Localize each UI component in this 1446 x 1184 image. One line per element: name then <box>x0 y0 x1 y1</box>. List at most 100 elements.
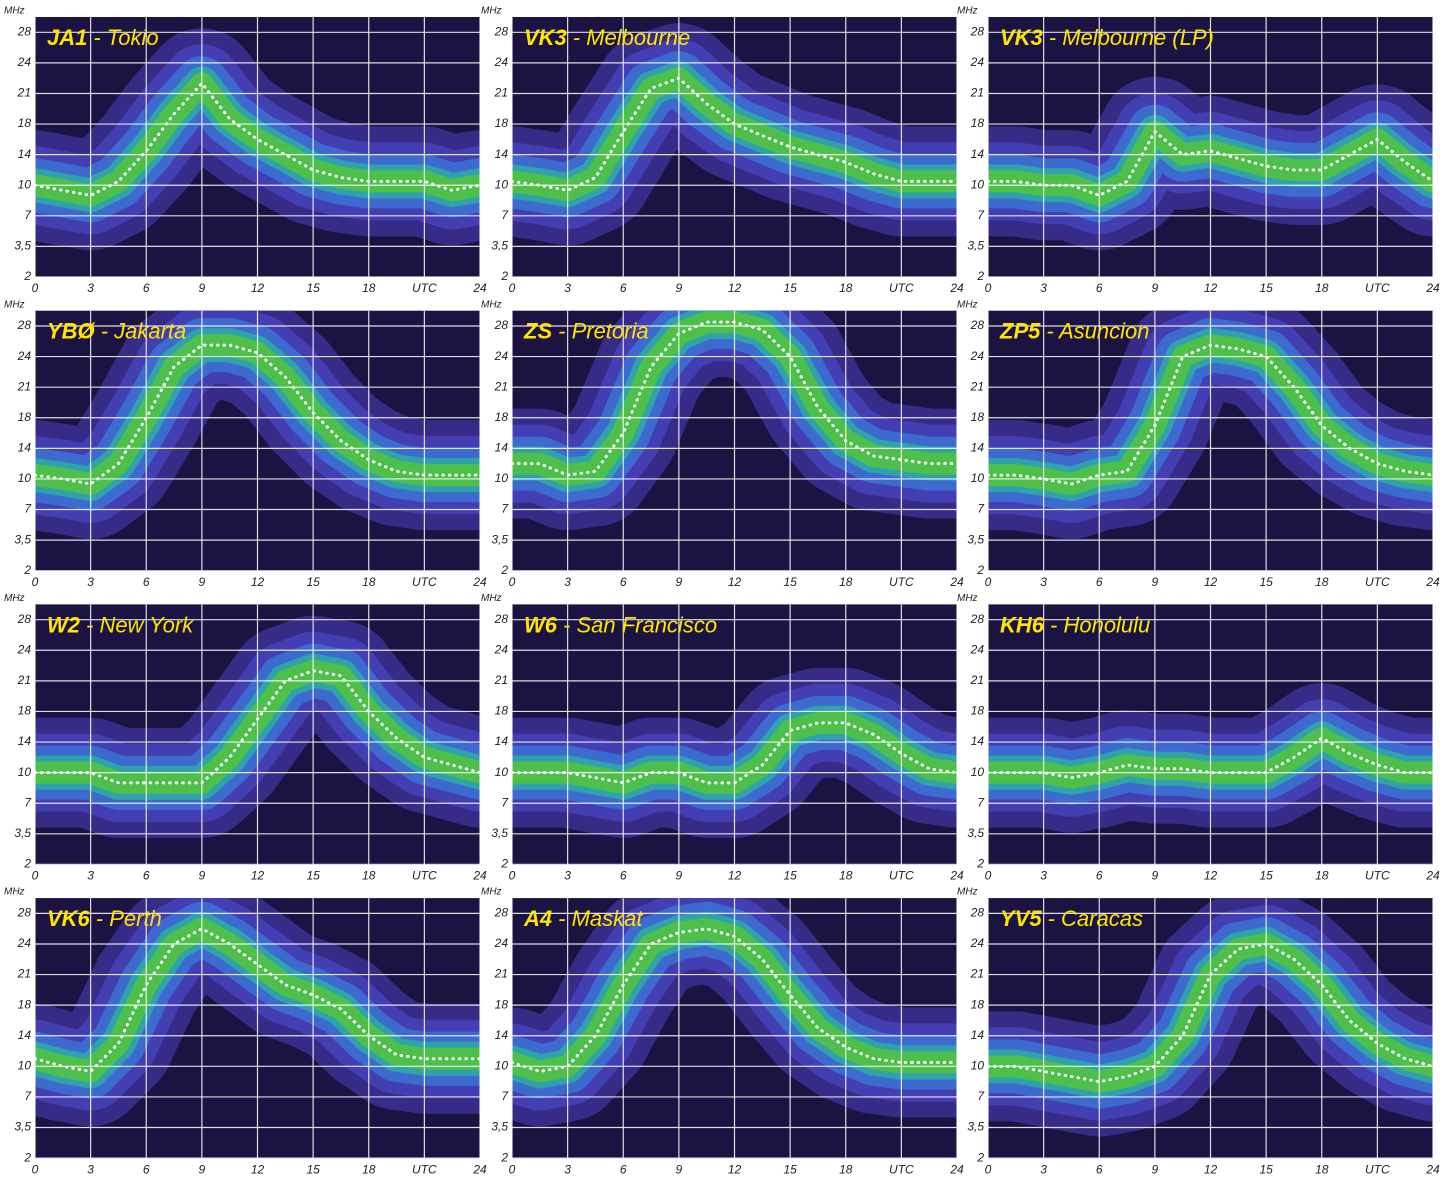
x-tick-label: 3 <box>564 575 571 589</box>
y-tick-label: 28 <box>970 612 985 626</box>
y-tick-label: 7 <box>24 502 32 516</box>
x-tick-label: 18 <box>362 281 376 295</box>
y-tick-label: 21 <box>17 379 31 393</box>
y-axis-label: MHz <box>4 593 25 604</box>
y-tick-label: 10 <box>18 1059 32 1073</box>
y-tick-label: 2 <box>976 1150 984 1164</box>
x-tick-label: 18 <box>1315 281 1329 295</box>
x-tick-label: UTC <box>889 1162 914 1176</box>
plot-area <box>988 604 1433 865</box>
y-axis-label: MHz <box>4 6 25 17</box>
y-tick-label: 24 <box>970 349 985 363</box>
location: - Pretoria <box>558 319 648 344</box>
y-tick-label: 18 <box>18 704 32 718</box>
y-tick-label: 10 <box>18 471 32 485</box>
x-tick-label: UTC <box>412 575 437 589</box>
y-tick-label: 18 <box>495 116 509 130</box>
y-tick-label: 18 <box>18 410 32 424</box>
y-tick-label: 3,5 <box>491 826 508 840</box>
x-tick-label: 15 <box>306 281 320 295</box>
x-tick-label: 15 <box>783 1162 797 1176</box>
plot-area <box>35 604 480 865</box>
x-tick-label: 6 <box>620 869 627 883</box>
x-tick-label: 6 <box>143 281 150 295</box>
x-tick-label: 3 <box>564 281 571 295</box>
callsign: YV5 <box>1000 906 1042 931</box>
y-tick-label: 10 <box>495 765 509 779</box>
x-tick-label: 15 <box>1259 1162 1273 1176</box>
y-axis-label: MHz <box>957 887 978 898</box>
panel: 2 3,5 7 10 14 18 21 24 28 0 3 6 9 12 15 18 UTC 24 MHz ZS - P… <box>481 299 964 589</box>
x-tick-label: 15 <box>783 281 797 295</box>
y-tick-label: 7 <box>977 208 985 222</box>
x-tick-label: UTC <box>1365 575 1390 589</box>
y-tick-label: 7 <box>977 502 985 516</box>
x-tick-label: 3 <box>1040 869 1047 883</box>
y-tick-label: 7 <box>24 1089 32 1103</box>
location: - Caracas <box>1048 906 1143 931</box>
x-tick-label: 6 <box>1096 869 1103 883</box>
y-tick-label: 28 <box>494 612 509 626</box>
x-tick-label: 6 <box>143 575 150 589</box>
muf-line <box>512 320 957 477</box>
y-tick-label: 28 <box>17 906 32 920</box>
callsign: VK6 <box>47 906 91 931</box>
y-tick-label: 14 <box>18 441 32 455</box>
plot-area <box>512 604 957 865</box>
y-tick-label: 2 <box>500 857 508 871</box>
x-tick-label: 12 <box>1204 575 1218 589</box>
x-tick-label: 9 <box>199 869 206 883</box>
y-tick-label: 21 <box>494 86 508 100</box>
y-tick-label: 2 <box>23 1150 31 1164</box>
x-tick-label: 12 <box>251 869 265 883</box>
plot-area <box>988 310 1433 571</box>
x-tick-label: 18 <box>1315 1162 1329 1176</box>
y-tick-label: 2 <box>976 563 984 577</box>
x-tick-label: 6 <box>620 1162 627 1176</box>
y-tick-label: 2 <box>23 857 31 871</box>
muf-line <box>988 942 1433 1084</box>
y-tick-label: 14 <box>18 1028 32 1042</box>
x-tick-label: 9 <box>676 869 683 883</box>
panel-title: JA1- Tokio <box>47 25 159 50</box>
y-tick-label: 28 <box>17 24 32 38</box>
muf-line <box>512 76 957 192</box>
panel: 2 3,5 7 10 14 18 21 24 28 0 3 6 9 12 15 18 UTC 24 MHz ZP5- … <box>957 299 1440 589</box>
y-tick-label: 3,5 <box>491 532 508 546</box>
y-tick-label: 24 <box>17 55 32 69</box>
x-tick-label: 24 <box>472 575 487 589</box>
x-tick-label: UTC <box>1365 281 1390 295</box>
x-tick-label: 6 <box>143 1162 150 1176</box>
y-tick-label: 24 <box>970 55 985 69</box>
plot-area <box>988 17 1433 277</box>
panel: 2 3,5 7 10 14 18 21 24 28 0 3 6 9 12 15 18 UTC 24 MHz VK3- … <box>481 6 964 296</box>
y-tick-label: 14 <box>971 441 985 455</box>
y-tick-label: 28 <box>494 906 509 920</box>
y-tick-label: 3,5 <box>14 1120 31 1134</box>
panel-title: W6- San Francisco <box>524 612 717 637</box>
location: - Asuncion <box>1046 319 1149 344</box>
x-tick-label: 12 <box>1204 281 1218 295</box>
x-tick-label: 12 <box>251 1162 265 1176</box>
y-tick-label: 18 <box>18 116 32 130</box>
panel: 2 3,5 7 10 14 18 21 24 28 0 3 6 9 12 15 18 UTC 24 MHz W2- N… <box>4 593 487 883</box>
x-tick-label: 3 <box>1040 281 1047 295</box>
panel-title: KH6- Honolulu <box>1000 612 1150 637</box>
y-tick-label: 10 <box>495 1059 509 1073</box>
location: - New York <box>86 612 194 637</box>
x-tick-label: 9 <box>1152 281 1159 295</box>
y-tick-label: 14 <box>971 147 985 161</box>
y-tick-label: 10 <box>971 1059 985 1073</box>
x-tick-label: 0 <box>985 869 992 883</box>
x-tick-label: 6 <box>1096 281 1103 295</box>
x-tick-label: 18 <box>362 575 376 589</box>
y-tick-label: 18 <box>971 410 985 424</box>
x-tick-label: 0 <box>985 575 992 589</box>
y-axis-label: MHz <box>481 6 502 17</box>
callsign: YBØ <box>47 319 96 344</box>
x-tick-label: 24 <box>1425 869 1440 883</box>
x-tick-label: 24 <box>1425 281 1440 295</box>
x-tick-label: 15 <box>1259 281 1273 295</box>
panel: 2 3,5 7 10 14 18 21 24 28 0 3 6 9 12 15 18 UTC 24 MHz VK3- … <box>957 6 1440 296</box>
panel: 2 3,5 7 10 14 18 21 24 28 0 3 6 9 12 15 18 UTC 24 MHz YV5- … <box>957 887 1440 1177</box>
